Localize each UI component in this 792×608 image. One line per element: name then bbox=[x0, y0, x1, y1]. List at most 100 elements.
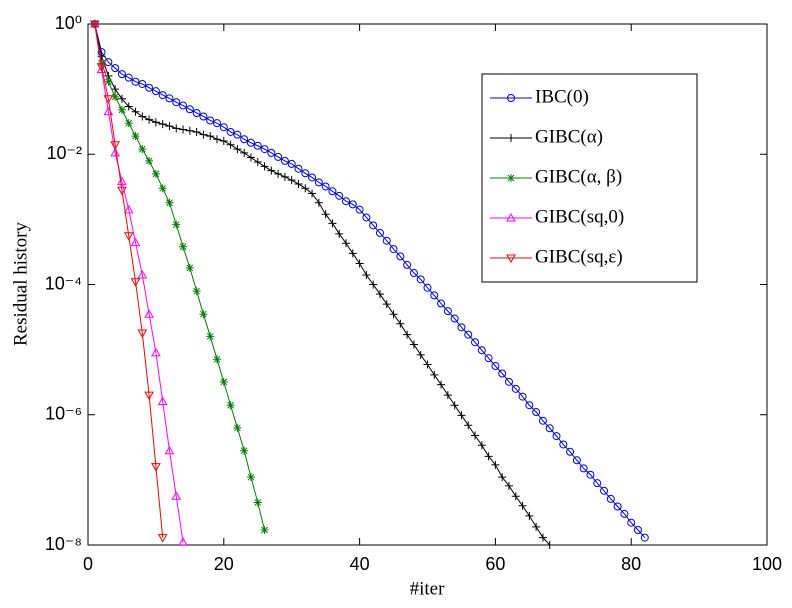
marker bbox=[260, 525, 269, 534]
marker bbox=[233, 423, 242, 432]
marker bbox=[206, 132, 215, 141]
marker bbox=[117, 176, 127, 186]
marker bbox=[130, 237, 141, 247]
marker bbox=[287, 176, 296, 185]
marker bbox=[348, 249, 357, 258]
marker bbox=[103, 95, 114, 104]
marker bbox=[627, 518, 636, 527]
marker bbox=[158, 91, 167, 100]
marker bbox=[375, 228, 384, 237]
marker bbox=[117, 105, 126, 114]
marker bbox=[185, 105, 194, 114]
marker bbox=[123, 232, 134, 241]
marker bbox=[633, 525, 642, 534]
marker bbox=[443, 307, 452, 316]
marker bbox=[138, 79, 147, 88]
marker bbox=[464, 330, 473, 339]
marker bbox=[430, 291, 439, 300]
marker bbox=[206, 332, 215, 341]
marker bbox=[507, 134, 515, 142]
marker bbox=[443, 391, 452, 400]
marker bbox=[314, 198, 323, 207]
marker bbox=[600, 486, 609, 495]
marker bbox=[423, 283, 432, 292]
marker bbox=[525, 401, 534, 410]
marker bbox=[165, 94, 174, 103]
marker bbox=[124, 102, 133, 111]
marker bbox=[484, 354, 493, 363]
marker bbox=[240, 446, 249, 455]
marker bbox=[274, 169, 283, 178]
series-line bbox=[94, 23, 266, 531]
marker bbox=[104, 77, 113, 86]
marker bbox=[403, 260, 412, 269]
marker bbox=[308, 173, 317, 182]
marker bbox=[104, 58, 113, 67]
marker bbox=[545, 541, 554, 549]
marker bbox=[97, 59, 106, 68]
marker bbox=[437, 380, 446, 389]
marker bbox=[498, 473, 507, 482]
marker bbox=[409, 269, 418, 278]
marker bbox=[253, 498, 262, 507]
marker bbox=[457, 323, 466, 332]
marker bbox=[226, 140, 235, 149]
x-tick-label: 60 bbox=[485, 554, 505, 574]
legend-label: GIBC(α) bbox=[535, 126, 603, 147]
marker bbox=[111, 64, 120, 73]
marker bbox=[294, 179, 303, 188]
marker bbox=[375, 290, 384, 299]
marker bbox=[348, 200, 357, 209]
marker bbox=[396, 319, 405, 328]
marker bbox=[157, 534, 168, 543]
marker bbox=[138, 145, 147, 154]
marker bbox=[213, 135, 222, 144]
marker bbox=[240, 148, 249, 157]
marker bbox=[260, 162, 269, 171]
marker bbox=[213, 355, 222, 364]
marker bbox=[477, 346, 486, 355]
marker bbox=[491, 460, 500, 469]
marker bbox=[342, 197, 351, 206]
marker bbox=[507, 174, 515, 182]
x-tick-label: 20 bbox=[214, 554, 234, 574]
marker bbox=[111, 92, 120, 101]
marker bbox=[572, 456, 581, 465]
y-tick-label: 10⁻⁶ bbox=[45, 404, 82, 424]
marker bbox=[342, 239, 351, 248]
marker bbox=[246, 138, 255, 147]
y-tick-label: 10⁻² bbox=[46, 143, 82, 163]
marker bbox=[362, 270, 371, 279]
marker bbox=[233, 145, 242, 154]
marker bbox=[137, 329, 148, 339]
marker bbox=[457, 411, 466, 420]
marker bbox=[566, 447, 575, 456]
marker bbox=[437, 299, 446, 308]
marker bbox=[518, 501, 527, 510]
marker bbox=[219, 377, 228, 386]
marker bbox=[226, 127, 235, 136]
marker bbox=[110, 147, 121, 157]
marker bbox=[233, 130, 242, 139]
marker bbox=[165, 122, 174, 131]
x-axis-label: #iter bbox=[410, 578, 445, 599]
legend-label: IBC(0) bbox=[535, 86, 589, 107]
marker bbox=[137, 269, 148, 279]
marker bbox=[532, 522, 541, 531]
marker bbox=[506, 212, 516, 222]
marker bbox=[151, 87, 160, 96]
marker bbox=[280, 172, 289, 181]
marker bbox=[403, 330, 412, 339]
marker bbox=[96, 64, 107, 74]
marker bbox=[620, 509, 629, 518]
marker bbox=[504, 377, 513, 386]
marker bbox=[287, 159, 296, 168]
marker bbox=[206, 116, 215, 125]
marker bbox=[559, 440, 568, 449]
marker bbox=[301, 184, 310, 193]
marker bbox=[423, 360, 432, 369]
marker bbox=[335, 229, 344, 238]
marker bbox=[321, 182, 330, 191]
marker bbox=[185, 126, 194, 135]
marker bbox=[389, 310, 398, 319]
